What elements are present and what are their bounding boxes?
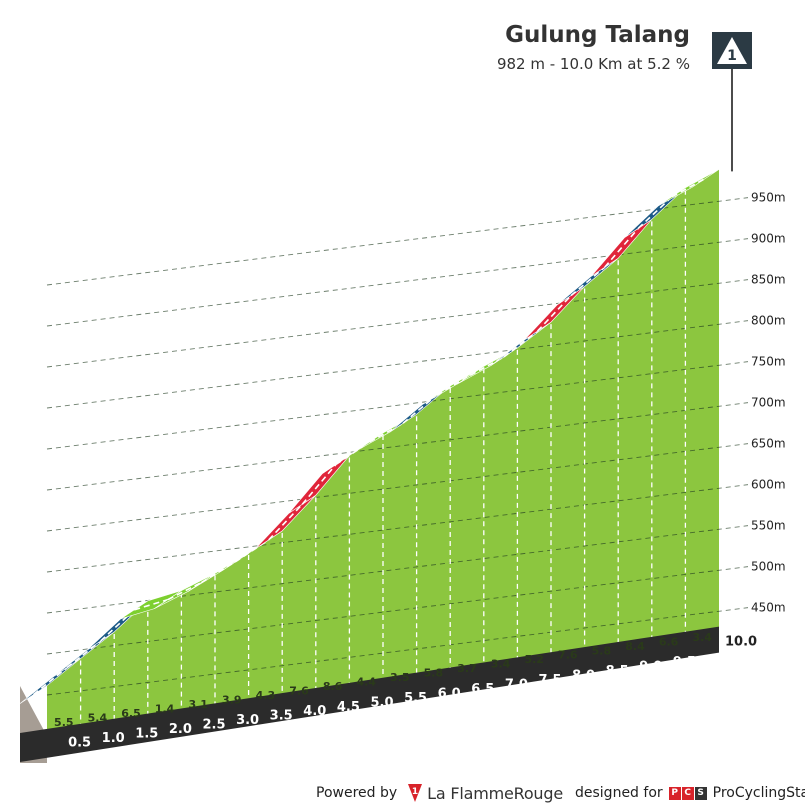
pcs-logo: P C S xyxy=(668,786,708,800)
footer-powered-by: Powered by 1 La Flamme Rouge xyxy=(316,782,563,804)
gradient-label: 6.6 xyxy=(659,635,679,648)
altitude-tick-label: 500m xyxy=(751,560,786,574)
altitude-tick-label: 850m xyxy=(751,273,786,287)
gradient-label: 5.8 xyxy=(592,644,612,657)
road-centre-line xyxy=(134,598,169,611)
finish-marker-icon xyxy=(717,37,747,64)
km-label: 10.0 xyxy=(725,635,757,650)
km-label: 2.5 xyxy=(202,718,225,733)
km-label: 7.5 xyxy=(538,673,561,688)
km-label: 3.0 xyxy=(236,713,259,728)
altitude-gridline xyxy=(46,484,749,573)
pcs-name: ProCyclingStats xyxy=(712,785,805,801)
gradient-label: 3.1 xyxy=(188,698,208,711)
la-flamme-rouge-logo: 1 xyxy=(408,784,423,802)
altitude-gridline xyxy=(46,279,749,368)
altitude-tick-label: 450m xyxy=(751,601,786,615)
road-centre-line xyxy=(436,374,471,396)
gradient-label: 8.6 xyxy=(323,680,343,693)
gradient-label: 5.8 xyxy=(424,667,444,680)
road-centre-line xyxy=(268,503,303,541)
base-strip xyxy=(20,626,719,762)
brand-la-flamme: La Flamme xyxy=(427,783,514,803)
road-centre-line xyxy=(301,464,337,505)
gradient-label: 3.5 xyxy=(390,671,410,684)
km-label: 5.5 xyxy=(404,691,427,706)
road-centre-line xyxy=(604,227,639,268)
pcs-logo-p: P xyxy=(668,786,681,800)
km-label: 1.0 xyxy=(102,731,125,746)
gradient-label: 1.4 xyxy=(155,702,175,715)
km-label: 3.5 xyxy=(270,709,293,724)
km-label: 4.0 xyxy=(303,704,326,719)
km-label: 6.0 xyxy=(438,686,461,701)
road-centre-line xyxy=(402,394,438,424)
gradient-label: 5.4 xyxy=(88,711,108,724)
km-label: 8.0 xyxy=(572,668,595,683)
powered-by-label: Powered by xyxy=(316,785,398,801)
road-centre-line xyxy=(32,666,68,696)
altitude-tick-label: 800m xyxy=(751,314,786,328)
km-label: 0.5 xyxy=(68,736,91,751)
gradient-label: 3.4 xyxy=(692,631,712,644)
altitude-tick-label: 900m xyxy=(751,232,786,246)
designed-for-label: designed for xyxy=(575,785,663,801)
altitude-gridline xyxy=(46,443,749,532)
gradient-label: 3.7 xyxy=(457,662,477,675)
gradient-label: 7.6 xyxy=(558,649,578,662)
altitude-tick-label: 750m xyxy=(751,355,786,369)
gradient-label: 6.5 xyxy=(121,707,141,720)
altitude-gridline xyxy=(46,607,749,696)
climb-subtitle: 982 m - 10.0 Km at 5.2 % xyxy=(496,55,690,73)
km-label: 8.5 xyxy=(606,664,629,679)
altitude-tick-label: 650m xyxy=(751,437,786,451)
climb-title: Gulung Talang xyxy=(505,22,690,48)
altitude-gridline xyxy=(46,320,749,409)
km-label: 5.0 xyxy=(370,695,393,710)
altitude-gridline xyxy=(46,566,749,655)
road-centre-line xyxy=(637,196,673,229)
brand-rouge: Rouge xyxy=(513,783,564,803)
km-label: 7.0 xyxy=(505,677,528,692)
road-centre-line xyxy=(570,266,606,297)
gradient-label: 3.4 xyxy=(491,658,511,671)
gradient-label: 3.9 xyxy=(222,693,242,706)
altitude-gridline xyxy=(46,197,749,286)
pcs-logo-c: C xyxy=(681,786,694,800)
svg-text:1: 1 xyxy=(412,787,418,797)
km-label: 1.5 xyxy=(135,727,158,742)
road-centre-line xyxy=(100,609,135,642)
altitude-tick-label: 950m xyxy=(751,191,786,205)
road-centre-line xyxy=(167,581,202,601)
altitude-tick-label: 600m xyxy=(751,478,786,492)
gradient-label: 7.6 xyxy=(289,684,309,697)
road-centre-line xyxy=(66,640,102,669)
pcs-logo-s: S xyxy=(694,786,707,800)
km-label: 6.5 xyxy=(471,682,494,697)
altitude-tick-label: 550m xyxy=(751,519,786,533)
altitude-gridline xyxy=(46,238,749,327)
km-label: 4.5 xyxy=(337,700,360,715)
road-centre-line xyxy=(503,330,538,358)
gradient-label: 5.5 xyxy=(54,716,74,729)
gradient-label: 4.4 xyxy=(356,676,376,689)
altitude-gridline xyxy=(46,402,749,491)
road-centre-line xyxy=(671,177,706,198)
footer-designed-for: designed for P C S ProCyclingStats xyxy=(575,782,805,804)
km-label: 2.0 xyxy=(169,722,192,737)
km-label: 9.0 xyxy=(639,660,662,675)
finish-marker-number: 1 xyxy=(727,48,737,64)
gradient-label: 4.3 xyxy=(256,689,276,702)
road-centre-line xyxy=(536,294,572,332)
gradient-label: 5.2 xyxy=(524,653,544,666)
altitude-gridline xyxy=(46,361,749,450)
km-label: 9.5 xyxy=(673,655,696,670)
altitude-tick-label: 700m xyxy=(751,396,786,410)
gradient-label: 8.4 xyxy=(625,640,645,653)
